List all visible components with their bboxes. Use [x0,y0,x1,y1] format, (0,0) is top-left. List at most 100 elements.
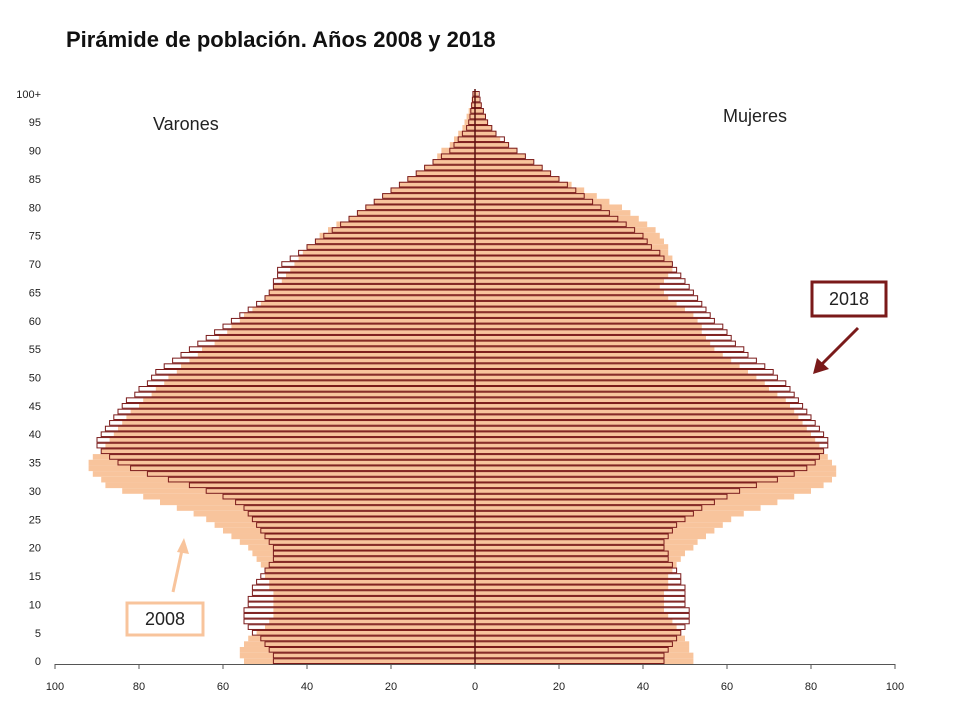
bar-2008-men-age-89 [437,153,475,160]
bar-2008-men-age-93 [458,130,475,137]
bar-2008-women-age-8 [475,612,669,619]
bar-2008-women-age-84 [475,181,572,188]
bar-2008-men-age-66 [273,283,475,290]
y-tick-label: 10 [29,599,41,611]
bar-2008-women-age-6 [475,624,677,630]
bar-2008-men-age-50 [168,374,475,381]
bar-2008-women-age-36 [475,454,828,460]
bar-2008-women-age-78 [475,215,639,222]
bar-2008-women-age-89 [475,153,526,160]
x-tick-label: 60 [721,681,733,693]
bar-2008-men-age-79 [357,210,475,216]
bar-2008-men-age-69 [290,266,475,273]
bar-2008-women-age-13 [475,584,669,591]
bar-2008-men-age-71 [298,255,475,262]
y-tick-label: 90 [29,146,41,158]
bar-2008-men-age-84 [399,181,475,188]
bar-2008-men-age-72 [302,249,475,256]
bar-2008-women-age-79 [475,210,631,216]
x-tick-label: 100 [886,681,904,693]
y-axis-ticks: 0 5 10 15 20 25 30 35 40 45 50 55 60 65 70 75 80 85 90 95 10… [16,89,41,668]
bar-2008-women-age-34 [475,465,837,472]
bar-2008-men-age-67 [281,278,475,284]
bar-2008-men-age-43 [126,414,476,421]
bar-2008-women-age-82 [475,193,597,199]
bar-2008-men-age-37 [101,448,475,455]
women-side-label: Mujeres [723,106,787,126]
bar-2008-women-age-41 [475,425,807,432]
x-axis-ticks: 100 80 60 40 20 0 20 40 60 80 100 [46,664,904,693]
y-tick-label: 30 [29,486,41,498]
bar-2008-men-age-9 [273,607,475,613]
bar-2008-men-age-11 [273,595,475,602]
bar-2008-men-age-0 [244,658,475,664]
bar-2008-men-age-98 [470,102,475,109]
annotation-2008-label: 2008 [145,609,185,629]
bar-2008-men-age-49 [164,380,475,387]
bar-2008-men-age-82 [382,193,475,199]
bar-2008-women-age-49 [475,380,765,387]
annotation-2008-arrowhead [177,538,189,554]
bar-2008-men-age-54 [197,351,476,358]
bar-2008-women-age-16 [475,567,673,574]
bar-2008-men-age-36 [92,454,476,460]
bar-2008-men-age-96 [466,113,475,120]
bar-2008-women-age-86 [475,170,551,177]
bar-2008-men-age-80 [365,204,475,211]
x-tick-label: 60 [217,681,229,693]
y-tick-label: 100+ [16,89,41,101]
y-tick-label: 60 [29,316,41,328]
bar-2008-women-age-4 [475,635,685,642]
bar-2008-men-age-95 [464,119,475,126]
bar-2008-men-age-61 [244,312,475,318]
bar-2008-men-age-16 [265,567,475,574]
bar-2008-men-age-58 [227,329,475,335]
bar-2008-men-age-18 [256,556,475,562]
bar-2008-men-age-47 [151,391,475,398]
y-tick-label: 55 [29,344,41,356]
x-tick-label: 0 [472,681,478,693]
bar-2008-women-age-58 [475,329,702,335]
bar-2008-women-age-28 [475,499,778,506]
bar-2008-men-age-40 [113,431,476,438]
bar-2008-women-age-35 [475,459,832,466]
bar-2008-men-age-53 [189,357,475,364]
bar-2008-men-age-24 [214,522,475,528]
bar-2008-men-age-25 [206,516,475,523]
bar-2008-women-age-68 [475,272,669,279]
bar-2008-men-age-41 [118,425,475,432]
bar-2008-women-age-22 [475,533,706,540]
bar-2008-men-age-45 [139,403,475,409]
bar-2008-men-age-3 [244,641,475,647]
chart-title: Pirámide de población. Años 2008 y 2018 [66,27,496,52]
bar-2008-men-age-17 [260,561,475,568]
y-tick-label: 40 [29,429,41,441]
bar-2008-men-age-75 [319,232,475,239]
bar-2008-men-age-38 [105,442,476,449]
y-tick-label: 5 [35,628,41,640]
bar-2008-men-age-1 [239,652,475,659]
bar-2008-women-age-90 [475,147,517,154]
bar-2008-men-age-59 [231,323,475,330]
bar-2008-women-age-73 [475,244,669,250]
bar-2008-women-age-1 [475,652,694,659]
bar-2008-women-age-7 [475,618,673,625]
bar-2008-women-age-52 [475,363,740,369]
bar-2008-women-age-23 [475,527,715,534]
bar-2008-men-age-60 [239,317,475,324]
bar-2008-men-age-8 [273,612,475,619]
bar-2008-men-age-5 [256,629,475,636]
bar-2008-men-age-29 [143,493,475,500]
men-side-label: Varones [153,114,219,134]
y-tick-label: 65 [29,287,41,299]
bar-2008-men-age-74 [315,238,475,245]
bar-2008-men-age-65 [269,289,475,296]
bar-2008-women-age-69 [475,266,673,273]
bar-2008-women-age-53 [475,357,732,364]
bar-2008-men-age-55 [202,346,475,352]
bar-2008-women-age-75 [475,232,660,239]
bar-2008-women-age-2 [475,646,690,653]
bar-2008-women-age-96 [475,113,486,120]
bar-2008-men-age-56 [214,340,475,347]
bar-2008-men-age-62 [252,306,475,313]
